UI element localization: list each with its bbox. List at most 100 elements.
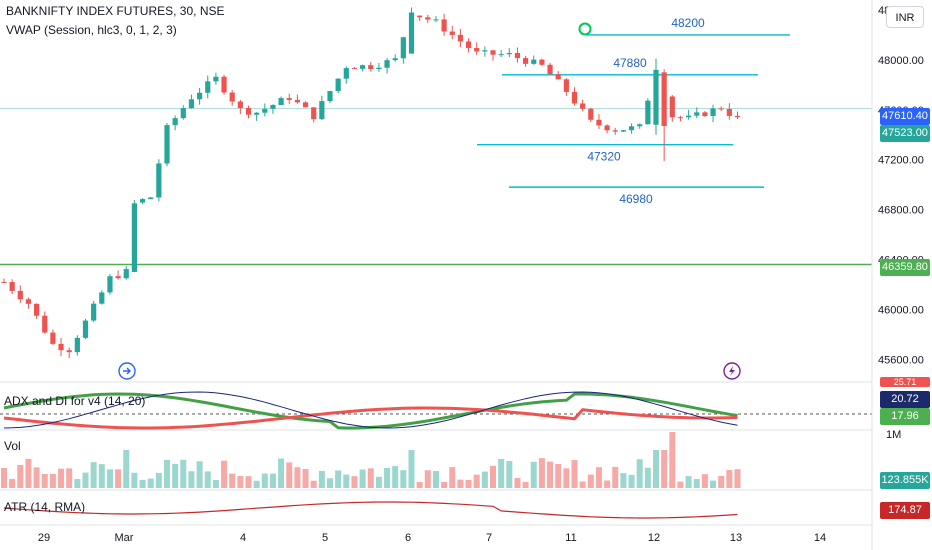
volume-bar <box>726 470 733 488</box>
volume-bar <box>359 469 366 488</box>
volume-bar <box>384 467 391 488</box>
candle-body <box>734 115 741 118</box>
volume-bar <box>155 472 162 488</box>
volume-bar <box>514 477 521 488</box>
level-label: 48200 <box>671 16 705 30</box>
volume-bar <box>612 466 619 488</box>
candle-body <box>547 64 553 75</box>
price-tick-label: 48000.00 <box>878 55 924 67</box>
vwap-badge: 47610.40 <box>880 108 930 125</box>
candle-body <box>726 108 732 116</box>
currency-button[interactable]: INR <box>886 6 924 28</box>
candle-body <box>237 101 243 109</box>
di-top-badge: 25.71 <box>880 377 930 387</box>
lightning-circle-icon[interactable] <box>723 362 741 380</box>
atr-line <box>3 501 738 519</box>
volume-bar <box>25 458 32 488</box>
volume-bar <box>522 481 529 488</box>
volume-bar <box>595 467 602 488</box>
volume-bar <box>677 481 684 488</box>
time-axis: 29 Mar 4 5 6 7 11 12 13 14 <box>38 532 826 544</box>
volume-bar <box>106 469 113 488</box>
candle-body <box>368 65 374 70</box>
candle-body <box>376 67 382 70</box>
candle-body <box>449 31 455 35</box>
level-label: 47320 <box>587 150 621 164</box>
volume-bar <box>416 481 423 488</box>
vol-legend[interactable]: Vol <box>4 439 21 453</box>
time-tick-label: 29 <box>38 532 50 544</box>
volume-bar <box>718 475 725 488</box>
candle-body <box>188 99 195 109</box>
volume-bar <box>555 463 562 488</box>
volume-bar <box>661 450 668 488</box>
candle-body <box>384 60 390 68</box>
candle-body <box>25 299 32 304</box>
candle-body <box>335 78 341 92</box>
volume-bar <box>375 476 382 488</box>
volume-bar <box>449 467 456 488</box>
volume-bar <box>221 460 228 488</box>
candle-body <box>653 69 659 125</box>
volume-bar <box>58 468 65 488</box>
volume-bar <box>237 476 244 488</box>
candle-body <box>66 350 72 353</box>
candle-body <box>482 50 488 52</box>
adx-legend[interactable]: ADX and DI for v4 (14, 20) <box>4 394 146 408</box>
di-minus-line <box>3 406 738 430</box>
candle-body <box>262 108 268 113</box>
green-ring-icon <box>578 22 592 36</box>
green-line-badge: 46359.80 <box>880 259 930 276</box>
candle-body <box>139 199 146 203</box>
volume-bar <box>318 470 325 488</box>
candle-body <box>1 281 7 283</box>
time-tick-label: 6 <box>405 532 411 544</box>
candle-body <box>677 117 684 119</box>
volume-bar <box>563 468 570 488</box>
candle-body <box>571 91 578 104</box>
volume-bar <box>392 466 399 488</box>
candle-body <box>123 269 129 279</box>
volume-bar <box>498 458 505 488</box>
atr-legend[interactable]: ATR (14, RMA) <box>4 500 86 514</box>
candle-body <box>531 59 537 64</box>
candle-body <box>669 96 675 118</box>
candle-body <box>221 76 227 93</box>
time-tick-label: Mar <box>115 532 134 544</box>
volume-bar <box>734 469 741 488</box>
forward-circle-icon[interactable] <box>118 362 136 380</box>
candle-body <box>164 125 170 164</box>
volume-bar <box>343 474 350 488</box>
candle-body <box>213 76 219 82</box>
volume-bar <box>701 474 708 488</box>
candle-body <box>74 337 80 353</box>
volume-bar <box>17 464 24 488</box>
volume-bar <box>90 462 97 488</box>
time-tick-label: 14 <box>814 532 826 544</box>
candle-body <box>343 68 349 79</box>
candle-body <box>148 197 154 200</box>
candle-body <box>245 108 252 115</box>
volume-bar <box>172 463 179 488</box>
volume-bar <box>253 480 260 488</box>
volume-bar <box>604 480 611 488</box>
candle-body <box>319 101 325 120</box>
time-tick-label: 7 <box>486 532 492 544</box>
candle-body <box>686 115 692 118</box>
level-label: 47880 <box>613 56 647 70</box>
candle-body <box>563 79 569 92</box>
volume-bar <box>473 474 480 488</box>
volume-bar <box>196 461 203 488</box>
candle-body <box>115 276 121 279</box>
volume-bar <box>490 465 496 488</box>
volume-bar <box>636 459 643 488</box>
last-price-badge: 47523.00 <box>880 125 930 142</box>
candle-body <box>457 34 463 42</box>
price-tick-label: 47200.00 <box>878 155 924 167</box>
volume-bar <box>571 460 578 488</box>
candle-body <box>278 98 284 106</box>
volume-bar <box>481 471 488 488</box>
volume-bar <box>579 481 586 488</box>
vwap-legend[interactable]: VWAP (Session, hlc3, 0, 1, 2, 3) <box>6 23 177 37</box>
